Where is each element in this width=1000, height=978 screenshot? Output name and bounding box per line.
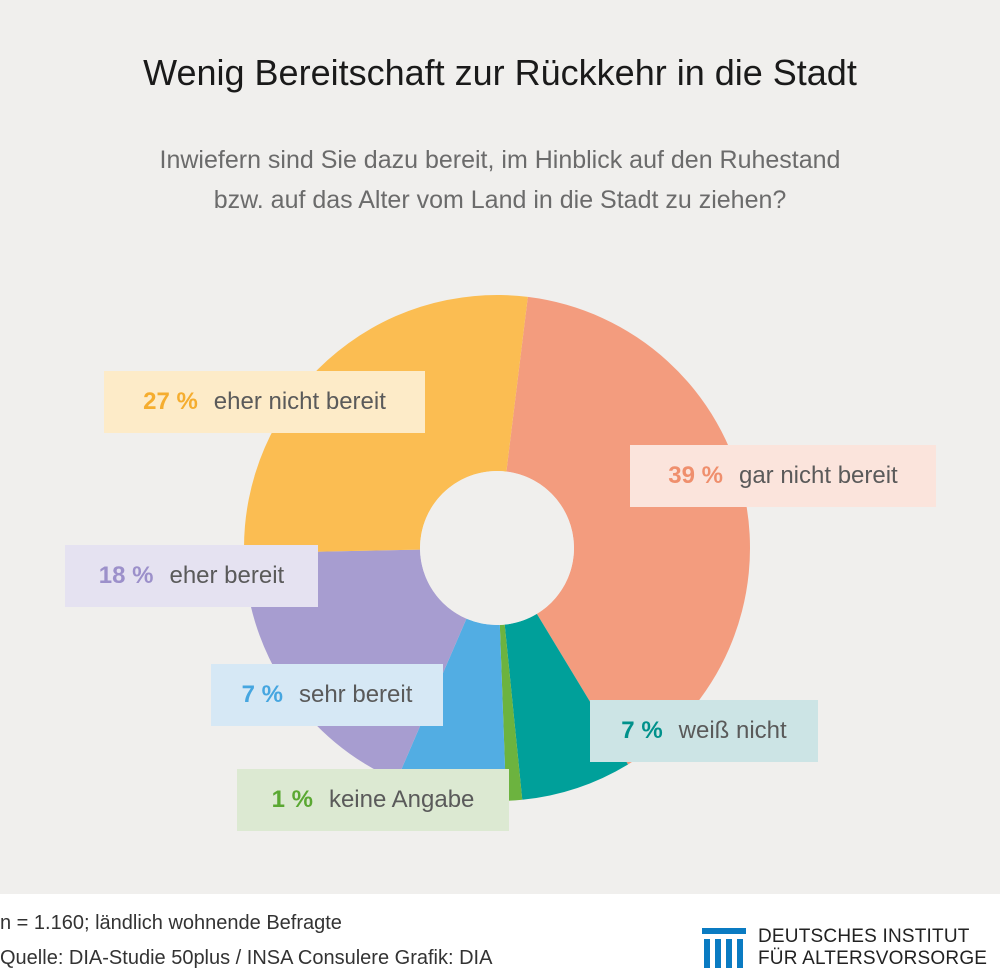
slice-sehr-bereit: [396, 618, 507, 801]
source-note: Quelle: DIA-Studie 50plus / INSA Consule…: [0, 947, 493, 969]
slice-label-box: 27 % eher nicht bereit: [104, 371, 425, 433]
slice-label-box: 1 % keine Angabe: [237, 769, 509, 831]
slice-label-box: 39 % gar nicht bereit: [630, 445, 936, 507]
footer: [0, 894, 1000, 978]
subtitle-line-2: bzw. auf das Alter vom Land in die Stadt…: [213, 186, 787, 214]
chart-subtitle: Inwiefern sind Sie dazu bereit, im Hinbl…: [60, 140, 940, 220]
logo-text-line-2: FÜR ALTERSVORSORGE: [758, 948, 988, 969]
slice-category-label: gar nicht bereit: [738, 462, 898, 489]
slice-percent-label: 7 %: [621, 717, 663, 744]
slice-label-box: 7 % weiß nicht: [590, 700, 818, 762]
slice-percent-label: 18 %: [98, 562, 154, 589]
slice-category-label: weiß nicht: [678, 717, 787, 744]
slice-category-label: sehr bereit: [298, 681, 413, 708]
slice-percent-label: 7 %: [241, 681, 283, 708]
logo-text-line-1: DEUTSCHES INSTITUT: [758, 926, 970, 947]
slice-keine-angabe: [499, 624, 523, 801]
slice-percent-label: 39 %: [668, 462, 723, 489]
dia-logo-icon: [702, 928, 746, 968]
slice-label-box: 18 % eher bereit: [65, 545, 318, 607]
slice-category-label: eher bereit: [169, 562, 285, 589]
slice-percent-label: 1 %: [271, 786, 313, 813]
slice-percent-label: 27 %: [143, 388, 198, 415]
slice-gar-nicht-bereit: [506, 296, 751, 765]
sample-note: n = 1.160; ländlich wohnende Befragte: [0, 912, 342, 934]
donut-hole: [420, 471, 574, 625]
subtitle-line-1: Inwiefern sind Sie dazu bereit, im Hinbl…: [159, 146, 841, 174]
slice-category-label: eher nicht bereit: [213, 388, 386, 415]
chart-title: Wenig Bereitschaft zur Rückkehr in die S…: [143, 52, 857, 93]
slice-label-box: 7 % sehr bereit: [211, 664, 443, 726]
slice-category-label: keine Angabe: [328, 786, 475, 813]
